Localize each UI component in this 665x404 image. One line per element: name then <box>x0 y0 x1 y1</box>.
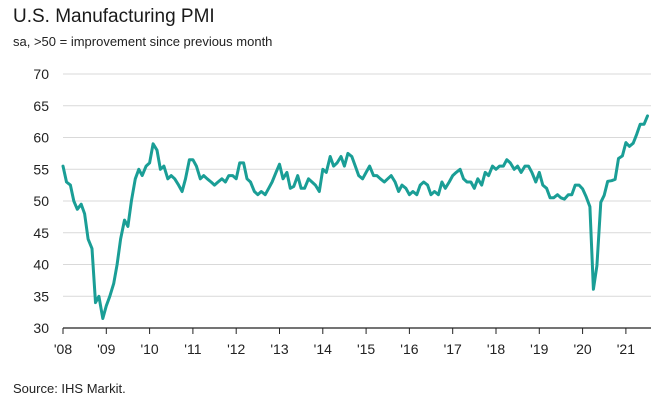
x-tick-label: '21 <box>617 341 635 357</box>
x-tick-label: '09 <box>97 341 115 357</box>
x-tick-label: '17 <box>444 341 462 357</box>
chart-title: U.S. Manufacturing PMI <box>13 6 215 27</box>
x-tick-label: '15 <box>357 341 375 357</box>
source-note: Source: IHS Markit. <box>13 381 126 396</box>
y-tick-label: 30 <box>33 320 49 336</box>
y-tick-label: 50 <box>33 193 49 209</box>
y-tick-label: 40 <box>33 257 49 273</box>
x-tick-label: '08 <box>54 341 72 357</box>
x-tick-label: '13 <box>270 341 288 357</box>
x-tick-label: '19 <box>530 341 548 357</box>
pmi-series-line <box>61 114 649 320</box>
y-tick-label: 45 <box>33 225 49 241</box>
y-tick-label: 65 <box>33 98 49 114</box>
x-tick-label: '16 <box>400 341 418 357</box>
y-tick-label: 60 <box>33 130 49 146</box>
x-tick-label: '18 <box>487 341 505 357</box>
x-tick-label: '14 <box>314 341 332 357</box>
x-tick-label: '12 <box>227 341 245 357</box>
x-tick-label: '10 <box>140 341 158 357</box>
y-tick-label: 35 <box>33 288 49 304</box>
x-tick-label: '11 <box>184 341 201 357</box>
chart-subtitle: sa, >50 = improvement since previous mon… <box>13 34 273 49</box>
y-tick-label: 55 <box>33 161 49 177</box>
y-tick-label: 70 <box>33 66 49 82</box>
x-tick-label: '20 <box>573 341 591 357</box>
